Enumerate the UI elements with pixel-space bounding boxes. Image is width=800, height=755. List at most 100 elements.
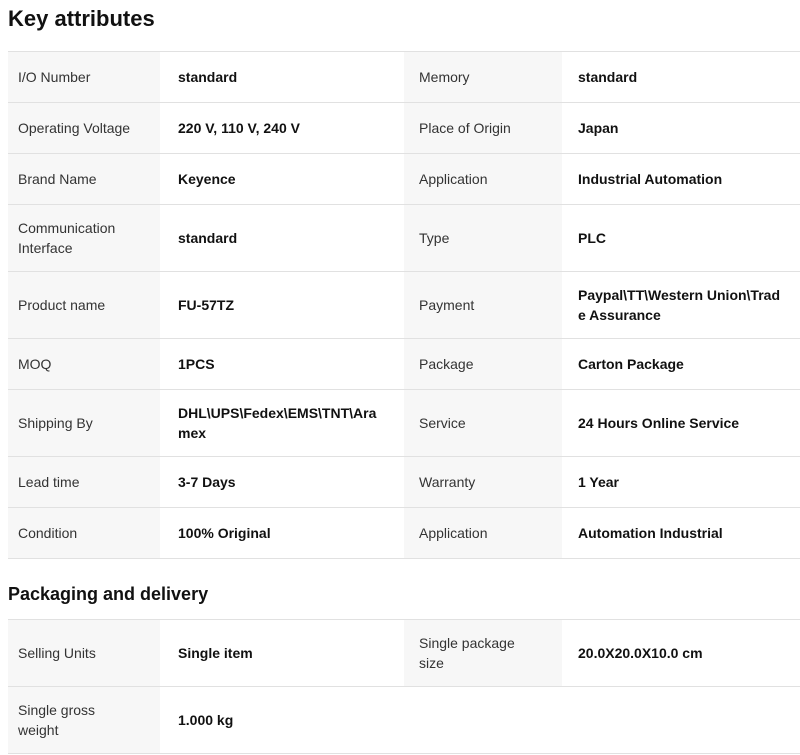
attribute-label-text: Application: [419, 525, 488, 541]
attribute-row: Selling Units Single item Single package s…: [8, 620, 800, 687]
attribute-value-cell: 1 Year: [562, 457, 800, 507]
attribute-label-text: Communication Interface: [18, 220, 116, 256]
attribute-label-cell: Payment: [404, 272, 562, 338]
attribute-label-text: Warranty: [419, 474, 476, 490]
attribute-value-text: Japan: [578, 120, 619, 136]
attribute-label-cell: Brand Name: [8, 154, 160, 204]
attribute-value-text: 24 Hours Online Service: [578, 415, 740, 431]
attribute-label-cell: Lead time: [8, 457, 160, 507]
attribute-label-text: MOQ: [18, 356, 52, 372]
attribute-label-text: I/O Number: [18, 69, 91, 85]
attribute-value-cell: 20.0X20.0X10.0 cm: [562, 620, 800, 686]
attribute-row: Operating Voltage 220 V, 110 V, 240 V Plac…: [8, 103, 800, 154]
key-attributes-table: I/O Number standard Memory standard Operatin…: [8, 51, 800, 559]
attribute-value-cell: 3-7 Days: [160, 457, 404, 507]
attribute-value-text: FU-57TZ: [178, 297, 234, 313]
attribute-value-text: DHL\UPS\Fedex\EMS\TNT\Aramex: [178, 405, 377, 441]
attribute-value-cell: Industrial Automation: [562, 154, 800, 204]
attribute-value-text: 1 Year: [578, 474, 620, 490]
attribute-value-text: 1.000 kg: [178, 712, 234, 728]
attribute-label-text: Payment: [419, 297, 475, 313]
attribute-value-text: Automation Industrial: [578, 525, 723, 541]
attribute-label-text: Type: [419, 230, 450, 246]
attribute-label-text: Lead time: [18, 474, 80, 490]
attribute-value-text: standard: [578, 69, 638, 85]
attribute-label-text: Application: [419, 171, 488, 187]
attribute-label-cell: Service: [404, 390, 562, 456]
attribute-row: Shipping By DHL\UPS\Fedex\EMS\TNT\Aramex S…: [8, 390, 800, 457]
attribute-label-cell: Shipping By: [8, 390, 160, 456]
attribute-value-cell: 100% Original: [160, 508, 404, 558]
attribute-value-text: 1PCS: [178, 356, 215, 372]
attribute-value-cell: 1PCS: [160, 339, 404, 389]
attribute-row: Condition 100% Original Application Automat…: [8, 508, 800, 559]
attribute-row: Single gross weight 1.000 kg: [8, 687, 800, 754]
attribute-label-cell: I/O Number: [8, 52, 160, 102]
attribute-label-text: Product name: [18, 297, 106, 313]
attribute-row: Brand Name Keyence Application Industrial A…: [8, 154, 800, 205]
attribute-value-cell: DHL\UPS\Fedex\EMS\TNT\Aramex: [160, 390, 404, 456]
attribute-label-text: Brand Name: [18, 171, 97, 187]
attribute-label-text: Package: [419, 356, 474, 372]
attribute-value-cell: standard: [160, 205, 404, 271]
attribute-value-cell: standard: [160, 52, 404, 102]
attribute-row: Product name FU-57TZ Payment Paypal\TT\West…: [8, 272, 800, 339]
attribute-value-text: Keyence: [178, 171, 236, 187]
attribute-label-text: Service: [419, 415, 466, 431]
attribute-label-cell: Single gross weight: [8, 687, 160, 753]
attribute-label-cell: Application: [404, 154, 562, 204]
attribute-label-text: Single gross weight: [18, 702, 96, 738]
attribute-value-text: Carton Package: [578, 356, 684, 372]
attribute-value-text: Paypal\TT\Western Union\Trade Assurance: [578, 287, 781, 323]
attribute-value-text: Single item: [178, 645, 253, 661]
attribute-label-text: Memory: [419, 69, 470, 85]
attribute-label-cell: Condition: [8, 508, 160, 558]
attribute-value-cell: Paypal\TT\Western Union\Trade Assurance: [562, 272, 800, 338]
attribute-value-cell: 220 V, 110 V, 240 V: [160, 103, 404, 153]
attribute-value-text: PLC: [578, 230, 606, 246]
attribute-label-text: Single package size: [419, 635, 515, 671]
attribute-value-text: standard: [178, 69, 238, 85]
attribute-label-cell: Place of Origin: [404, 103, 562, 153]
attribute-value-cell: Single item: [160, 620, 404, 686]
attribute-value-text: 3-7 Days: [178, 474, 236, 490]
attribute-row: Lead time 3-7 Days Warranty 1 Year: [8, 457, 800, 508]
attribute-label-cell: Product name: [8, 272, 160, 338]
attribute-value-cell: Carton Package: [562, 339, 800, 389]
attribute-label-cell: Type: [404, 205, 562, 271]
attribute-label-text: Place of Origin: [419, 120, 511, 136]
attribute-value-cell: FU-57TZ: [160, 272, 404, 338]
attribute-value-text: 100% Original: [178, 525, 271, 541]
attribute-value-text: 20.0X20.0X10.0 cm: [578, 645, 703, 661]
attribute-value-text: Industrial Automation: [578, 171, 723, 187]
product-attributes-panel: Key attributes I/O Number standard Memory s…: [0, 6, 800, 754]
attribute-label-cell: Warranty: [404, 457, 562, 507]
attribute-label-cell: Operating Voltage: [8, 103, 160, 153]
attribute-value-cell: 1.000 kg: [160, 687, 404, 753]
attribute-label-cell: Memory: [404, 52, 562, 102]
attribute-value-text: standard: [178, 230, 238, 246]
packaging-delivery-title: Packaging and delivery: [8, 584, 209, 604]
attribute-label-cell: Package: [404, 339, 562, 389]
attribute-label-text: Condition: [18, 525, 78, 541]
attribute-value-cell: Japan: [562, 103, 800, 153]
packaging-delivery-table: Selling Units Single item Single package s…: [8, 619, 800, 754]
attribute-value-cell: standard: [562, 52, 800, 102]
attribute-value-cell: Automation Industrial: [562, 508, 800, 558]
attribute-label-cell: Single package size: [404, 620, 562, 686]
attribute-row: Communication Interface standard Type PLC: [8, 205, 800, 272]
attribute-label-cell: Application: [404, 508, 562, 558]
attribute-value-text: 220 V, 110 V, 240 V: [178, 120, 300, 136]
attribute-label-text: Selling Units: [18, 645, 96, 661]
attribute-value-cell: 24 Hours Online Service: [562, 390, 800, 456]
attribute-row: I/O Number standard Memory standard: [8, 52, 800, 103]
attribute-label-cell: Communication Interface: [8, 205, 160, 271]
attribute-row: MOQ 1PCS Package Carton Package: [8, 339, 800, 390]
attribute-label-cell: [404, 687, 562, 753]
attribute-label-cell: MOQ: [8, 339, 160, 389]
attribute-value-cell: [562, 687, 800, 753]
attribute-label-text: Shipping By: [18, 415, 93, 431]
key-attributes-title: Key attributes: [8, 6, 155, 31]
attribute-value-cell: PLC: [562, 205, 800, 271]
attribute-label-text: Operating Voltage: [18, 120, 131, 136]
